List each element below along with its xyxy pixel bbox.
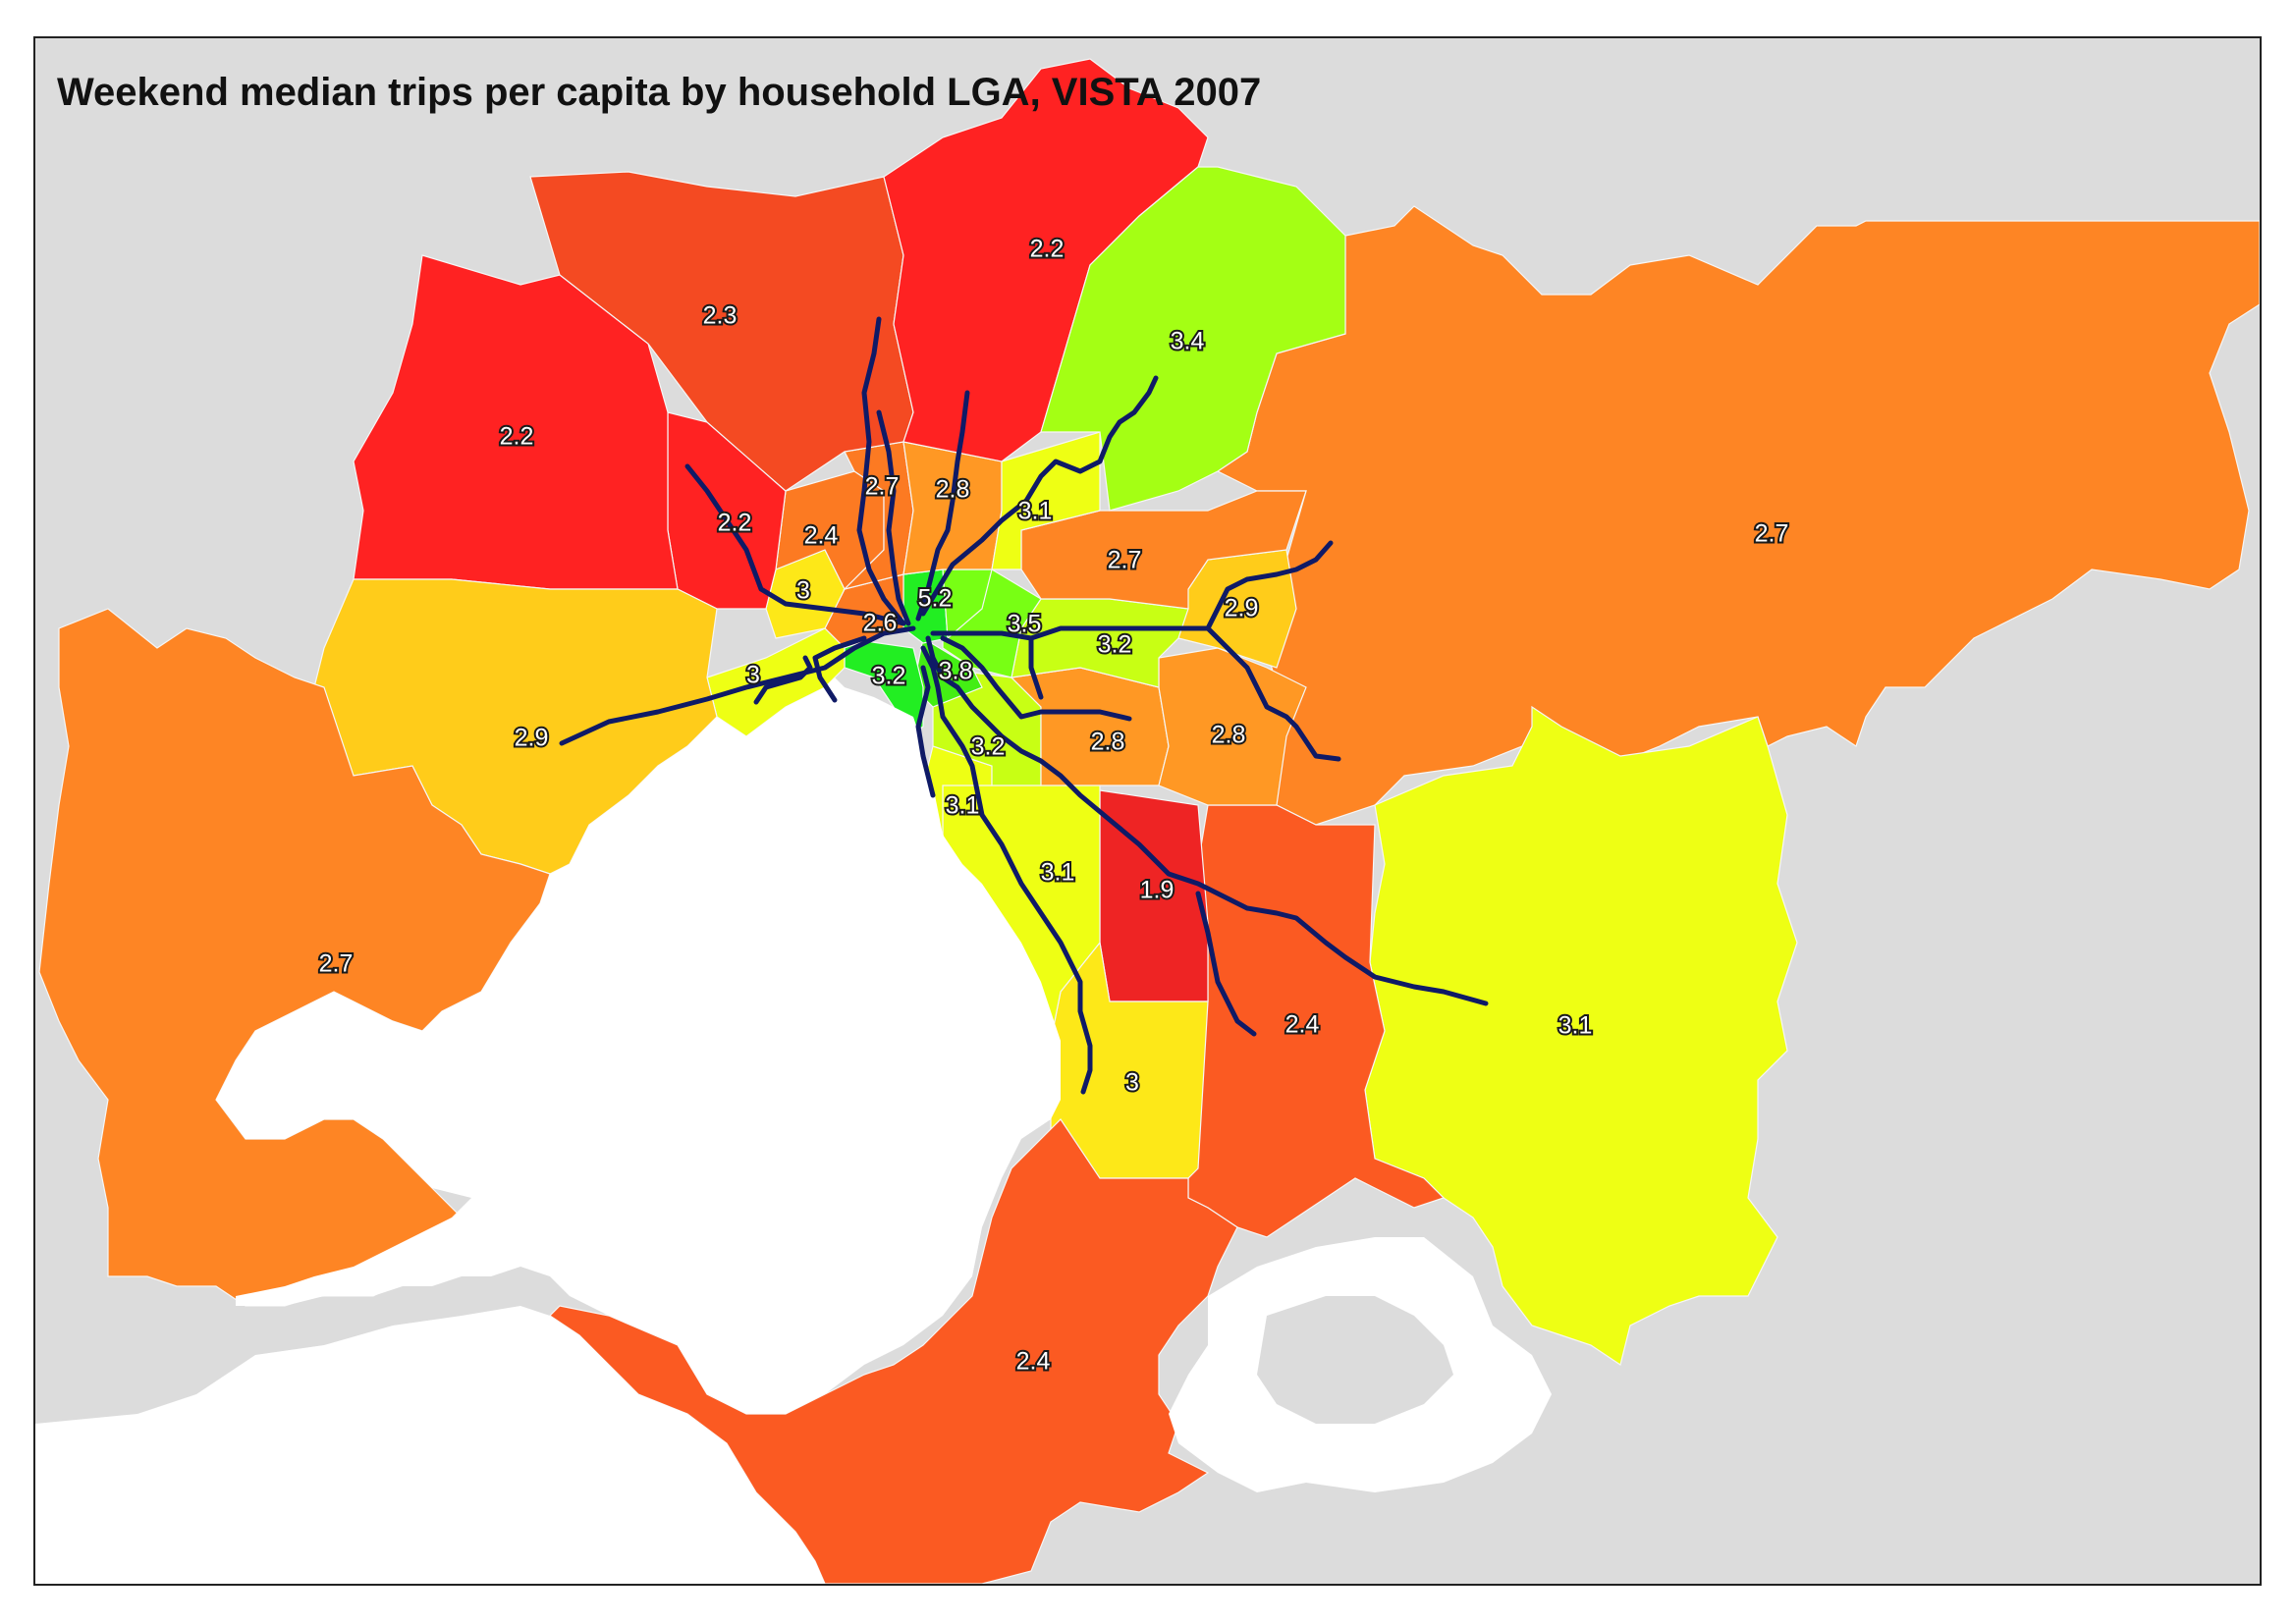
lga-value-yarra-ranges: 2.7 <box>1755 520 1789 548</box>
south-land <box>1041 1394 2260 1584</box>
lga-value-brimbank: 2.2 <box>718 510 752 537</box>
lga-value-geelong: 2.7 <box>319 950 354 978</box>
lga-value-inner-north-2: 2.8 <box>936 476 970 504</box>
rail-line-williamstown <box>812 635 867 703</box>
rail-line-hurstbridge <box>920 375 1159 617</box>
lga-value-frankston: 3 <box>1125 1069 1139 1097</box>
lga-value-kingston: 3.1 <box>1041 859 1075 887</box>
rail-line-pakenham <box>925 635 1489 1006</box>
rail-line-epping <box>915 390 970 622</box>
lga-value-monash: 2.8 <box>1091 729 1125 756</box>
rail-line-glen-waverley <box>940 635 1132 722</box>
lga-value-whitehorse: 3.2 <box>1098 631 1132 659</box>
rail-network <box>559 316 1489 1095</box>
lga-value-north-east: 3.4 <box>1171 328 1205 355</box>
rail-line-altona <box>753 655 813 705</box>
map-border <box>33 36 2262 1586</box>
lga-value-melbourne: 5.2 <box>918 585 953 613</box>
lga-value-melbourne-west: 2.6 <box>863 610 898 637</box>
lga-value-port-phillip: 3.2 <box>872 663 906 690</box>
lga-value-cardinia: 3.1 <box>1558 1012 1593 1040</box>
lga-value-bayside: 3.1 <box>946 792 980 820</box>
map-title: Weekend median trips per capita by house… <box>57 71 1262 114</box>
lga-value-stonnington: 3.8 <box>939 658 973 685</box>
lga-value-boroondara: 3.5 <box>1008 611 1042 638</box>
lga-knox[interactable] <box>1158 647 1307 806</box>
lga-value-inner-north-3: 3.1 <box>1018 498 1053 525</box>
rail-line-lilydale <box>1205 625 1341 762</box>
lga-value-mornington: 2.4 <box>1016 1348 1051 1376</box>
rail-line-sandringham <box>915 665 936 798</box>
lga-value-dandenong: 1.9 <box>1140 877 1175 904</box>
rail-line-cranbourne <box>1195 891 1257 1037</box>
lga-value-labels: 2.2 2.3 2.2 3.4 2.7 2.7 2.8 3.1 2.2 2.4 … <box>317 234 1791 1378</box>
lga-value-hobsons-bay: 3 <box>746 662 760 689</box>
lga-value-north-west: 2.3 <box>703 302 738 330</box>
lga-value-wyndham: 2.9 <box>515 725 549 752</box>
lga-value-moonee: 2.4 <box>804 522 839 550</box>
lga-value-top-north: 2.2 <box>1030 236 1065 263</box>
lga-value-knox: 2.8 <box>1212 722 1246 749</box>
rail-line-alamein <box>1028 635 1044 700</box>
lga-value-inner-north-1: 2.7 <box>865 473 900 501</box>
rail-line-belgrave <box>930 540 1334 641</box>
port-phillip-bay <box>216 677 1061 1414</box>
lga-value-manningham: 2.7 <box>1108 547 1142 574</box>
french-island <box>1257 1296 1453 1424</box>
lga-value-maroondah: 2.9 <box>1225 595 1259 623</box>
ocean-south <box>35 1306 825 1584</box>
rail-line-werribee <box>559 625 916 746</box>
lga-value-casey: 2.4 <box>1285 1011 1320 1039</box>
rail-line-sunbury <box>684 463 906 626</box>
rail-line-frankston <box>920 645 1093 1095</box>
lga-value-maribyrnong: 3 <box>796 577 810 605</box>
lga-value-glen-eira: 3.2 <box>971 733 1006 761</box>
rail-line-craigieburn <box>856 316 906 626</box>
lga-value-melton: 2.2 <box>500 423 534 451</box>
rail-line-upfield <box>876 409 911 626</box>
